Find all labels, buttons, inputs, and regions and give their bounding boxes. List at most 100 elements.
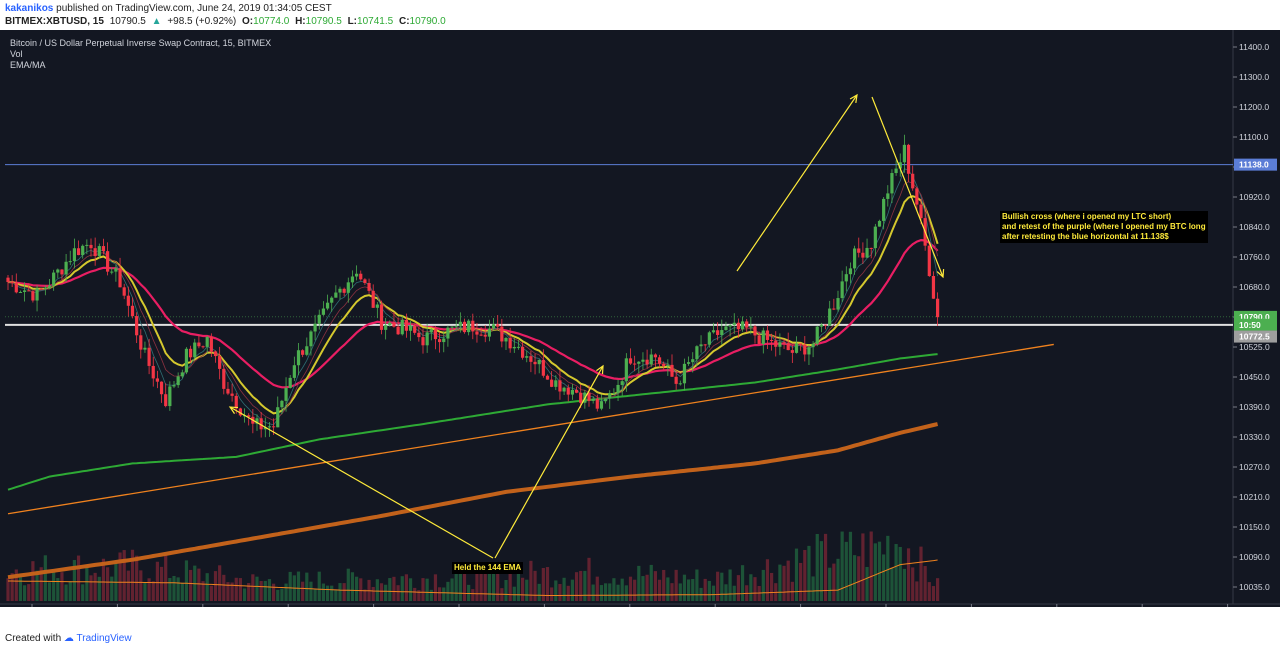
volume-bar xyxy=(711,585,716,601)
candle-body xyxy=(425,332,429,346)
candle-body xyxy=(616,384,620,394)
candle-body xyxy=(317,314,321,324)
high-value: 10790.5 xyxy=(305,16,342,27)
volume-bar xyxy=(927,582,931,601)
volume-bar xyxy=(857,556,861,601)
ema-yellow-line xyxy=(7,195,939,415)
volume-bar xyxy=(662,569,666,601)
candle-body xyxy=(541,359,545,376)
author-link[interactable]: kakanikos xyxy=(5,3,54,14)
volume-bar xyxy=(562,577,566,601)
volume-bar xyxy=(753,577,757,601)
candle-body xyxy=(292,365,296,378)
candle-body xyxy=(516,346,521,348)
volume-bar xyxy=(429,589,433,601)
volume-bar xyxy=(267,579,272,601)
volume-bar xyxy=(869,531,873,601)
volume-bar xyxy=(242,588,247,601)
volume-bar xyxy=(641,576,645,601)
arrow-to-144-ema-right-head xyxy=(596,364,604,375)
candle-body xyxy=(545,375,550,380)
candle-body xyxy=(168,386,172,407)
candle-body xyxy=(902,144,906,163)
candle-body xyxy=(591,398,595,401)
volume-bar xyxy=(471,589,475,601)
candle-body xyxy=(213,351,218,357)
candle-body xyxy=(325,302,330,309)
volume-bar xyxy=(143,582,147,601)
volume-bar xyxy=(384,584,388,601)
candle-body xyxy=(637,361,641,364)
candle-body xyxy=(429,329,433,333)
volume-bar xyxy=(529,560,533,601)
volume-bar xyxy=(898,546,902,601)
volume-bar xyxy=(101,558,106,601)
y-tick-label: 10210.0 xyxy=(1239,492,1270,502)
volume-bar xyxy=(159,566,164,601)
chart-area[interactable]: 11400.011300.011200.011100.011000.010920… xyxy=(0,30,1280,607)
candle-body xyxy=(840,281,844,299)
volume-bar xyxy=(130,549,135,601)
volume-bar xyxy=(259,581,263,601)
high-label: H: xyxy=(295,16,306,27)
arrow-pump-down-head xyxy=(936,268,945,279)
volume-bar xyxy=(462,566,467,601)
candle-body xyxy=(898,162,902,169)
volume-bar xyxy=(919,546,923,601)
volume-bar xyxy=(695,569,699,601)
volume-bar xyxy=(583,570,587,601)
candle-body xyxy=(811,343,815,348)
y-tick-label: 10330.0 xyxy=(1239,432,1270,442)
volume-bar xyxy=(47,582,52,601)
volume-bar xyxy=(587,557,591,601)
volume-bar xyxy=(218,565,222,601)
candle-body xyxy=(740,321,745,330)
volume-bar xyxy=(877,541,882,601)
candle-body xyxy=(807,347,811,355)
volume-bar xyxy=(545,567,550,601)
volume-bar xyxy=(359,578,363,601)
volume-bar xyxy=(807,545,811,601)
volume-bar xyxy=(886,535,890,601)
arrow-pump-up xyxy=(736,94,858,272)
volume-bar xyxy=(164,555,168,601)
volume-bar xyxy=(14,569,18,601)
volume-bar xyxy=(375,579,379,601)
candle-body xyxy=(844,274,848,282)
candle-body xyxy=(118,268,122,288)
volume-bar xyxy=(491,573,496,601)
volume-bar xyxy=(770,572,774,601)
candle-body xyxy=(877,220,882,227)
y-tick-label: 10920.0 xyxy=(1239,192,1270,202)
candle-body xyxy=(64,261,68,275)
volume-bar xyxy=(508,571,512,601)
ma-brown-line xyxy=(7,422,939,580)
candle-body xyxy=(313,323,317,332)
candle-body xyxy=(172,385,176,387)
created-with: Created with ☁ TradingView xyxy=(5,633,132,644)
volume-bar xyxy=(616,584,620,601)
candle-body xyxy=(512,346,516,349)
annotation-held-ema: Held the 144 EMA xyxy=(452,562,524,574)
candle-body xyxy=(861,252,865,258)
candle-body xyxy=(857,248,861,253)
candle-body xyxy=(155,378,159,382)
volume-bar xyxy=(296,571,301,601)
candle-body xyxy=(574,389,579,393)
candle-body xyxy=(699,344,703,347)
volume-bar xyxy=(388,578,392,601)
chart-canvas[interactable]: 11400.011300.011200.011100.011000.010920… xyxy=(0,30,1280,607)
tradingview-brand[interactable]: TradingView xyxy=(76,633,132,644)
candle-body xyxy=(139,335,143,350)
candle-body xyxy=(209,336,213,352)
volume-bar xyxy=(786,560,790,601)
candle-body xyxy=(570,389,574,395)
volume-bar xyxy=(595,576,599,601)
volume-bar xyxy=(413,587,417,601)
candle-body xyxy=(678,383,682,385)
candle-body xyxy=(47,285,52,288)
volume-bar xyxy=(848,531,853,601)
candle-body xyxy=(367,282,371,291)
volume-bar xyxy=(251,574,255,601)
arrow-pump-up-head xyxy=(849,93,858,104)
